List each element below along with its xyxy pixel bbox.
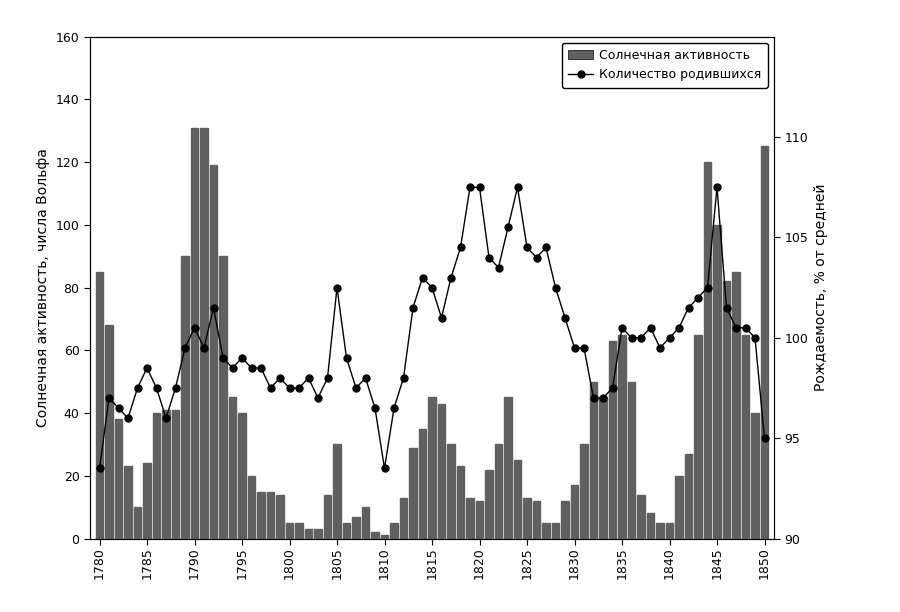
Bar [257, 491, 265, 539]
Y-axis label: Солнечная активность, числа Вольфа: Солнечная активность, числа Вольфа [36, 148, 50, 427]
Bar [543, 523, 550, 539]
Bar [714, 225, 721, 539]
Bar [628, 382, 635, 539]
Bar [153, 413, 160, 539]
Bar [286, 523, 293, 539]
Bar [362, 507, 369, 539]
Bar [733, 272, 740, 539]
Bar [343, 523, 350, 539]
Bar [760, 146, 768, 539]
Bar [571, 485, 578, 539]
Bar [438, 404, 446, 539]
Bar [685, 454, 692, 539]
Bar [105, 326, 112, 539]
Bar [495, 444, 502, 539]
Bar [305, 529, 312, 539]
Bar [666, 523, 673, 539]
Bar [314, 529, 321, 539]
Bar [533, 501, 540, 539]
Bar [96, 272, 104, 539]
Bar [333, 444, 340, 539]
Bar [143, 463, 150, 539]
Bar [656, 523, 663, 539]
Bar [267, 491, 274, 539]
Bar [162, 410, 169, 539]
Bar [220, 256, 227, 539]
Bar [115, 419, 122, 539]
Bar [124, 466, 131, 539]
Bar [476, 501, 483, 539]
Y-axis label: Рождаемость, % от средней: Рождаемость, % от средней [814, 184, 828, 392]
Bar [410, 447, 417, 539]
Bar [599, 397, 607, 539]
Bar [248, 476, 255, 539]
Bar [381, 536, 388, 539]
Bar [134, 507, 141, 539]
Bar [466, 498, 473, 539]
Bar [353, 517, 360, 539]
Bar [609, 341, 617, 539]
Legend: Солнечная активность, Количество родившихся: Солнечная активность, Количество родивши… [562, 43, 768, 88]
Bar [524, 498, 531, 539]
Bar [675, 476, 682, 539]
Bar [172, 410, 179, 539]
Bar [485, 469, 492, 539]
Bar [580, 444, 588, 539]
Bar [428, 397, 436, 539]
Bar [418, 429, 426, 539]
Bar [752, 413, 759, 539]
Bar [562, 501, 569, 539]
Bar [552, 523, 559, 539]
Bar [210, 165, 217, 539]
Bar [238, 413, 246, 539]
Bar [391, 523, 398, 539]
Bar [514, 460, 521, 539]
Bar [295, 523, 302, 539]
Bar [742, 335, 749, 539]
Bar [618, 335, 626, 539]
Bar [182, 256, 189, 539]
Bar [201, 128, 208, 539]
Bar [504, 397, 511, 539]
Bar [447, 444, 454, 539]
Bar [695, 335, 702, 539]
Bar [372, 532, 379, 539]
Bar [723, 282, 730, 539]
Bar [457, 466, 464, 539]
Bar [704, 162, 711, 539]
Bar [637, 494, 644, 539]
Bar [229, 397, 236, 539]
Bar [647, 513, 654, 539]
Bar [324, 494, 331, 539]
Bar [400, 498, 407, 539]
Bar [590, 382, 597, 539]
Bar [276, 494, 284, 539]
Bar [191, 128, 198, 539]
